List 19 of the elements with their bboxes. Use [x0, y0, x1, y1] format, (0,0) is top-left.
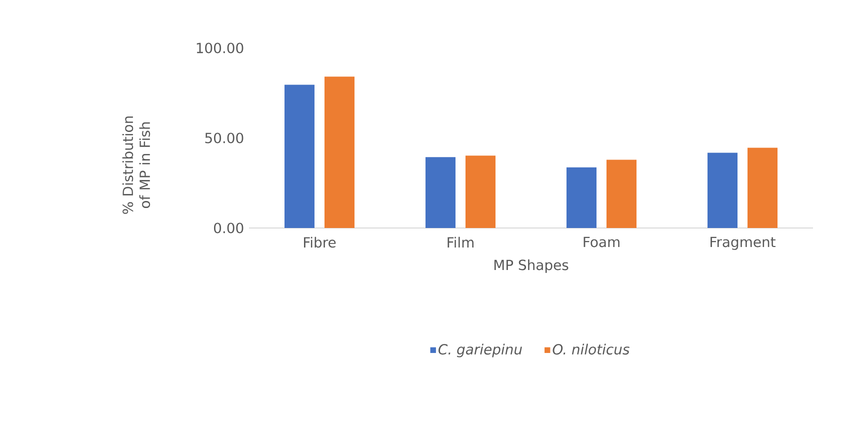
bar — [466, 156, 496, 228]
bar — [324, 76, 355, 228]
y-tick-label: 0.00 — [214, 222, 244, 234]
bar — [566, 167, 597, 228]
x-tick-label: Fibre — [304, 236, 336, 248]
x-axis-title: MP Shapes — [494, 259, 568, 273]
legend-label: C. gariepinu — [438, 344, 522, 358]
x-tick-label: Foam — [584, 236, 620, 248]
bar — [708, 152, 738, 228]
y-axis-title: % Distribution of MP in Fish — [122, 116, 150, 214]
legend-label: O. niloticus — [552, 344, 630, 355]
bar — [284, 84, 314, 228]
y-tick-label: 50.00 — [205, 132, 244, 144]
bar — [426, 157, 456, 228]
x-tick-label: Film — [448, 236, 474, 248]
y-tick-label: 100.00 — [196, 42, 244, 54]
x-tick-label: Fragment — [710, 236, 776, 250]
bar — [748, 148, 778, 228]
bar — [606, 160, 637, 228]
